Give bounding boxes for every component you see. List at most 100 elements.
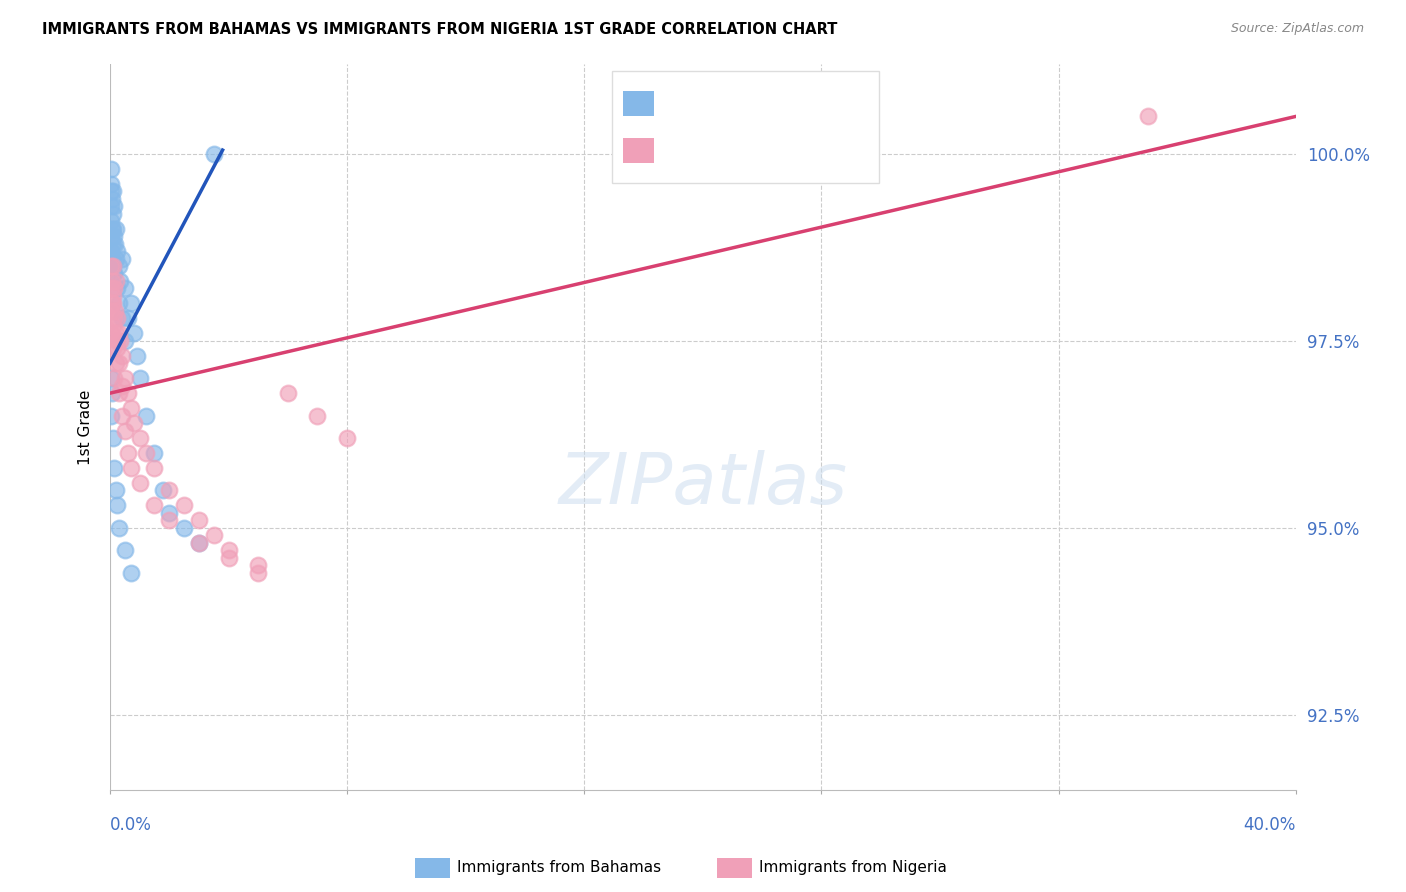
Point xyxy=(104,326,127,341)
Text: ZIPatlas: ZIPatlas xyxy=(558,450,848,519)
Point xyxy=(103,461,125,475)
Point xyxy=(111,252,134,266)
Point xyxy=(105,341,128,355)
Y-axis label: 1st Grade: 1st Grade xyxy=(79,389,93,465)
Point xyxy=(100,259,122,273)
Point xyxy=(101,221,124,235)
Point xyxy=(247,558,270,573)
Point xyxy=(101,274,124,288)
Point xyxy=(111,349,134,363)
Point xyxy=(111,409,134,423)
Point xyxy=(100,281,122,295)
Point xyxy=(108,386,131,401)
Point xyxy=(122,326,145,341)
Point xyxy=(111,378,134,392)
Point xyxy=(108,521,131,535)
Point xyxy=(104,221,127,235)
Point xyxy=(101,184,124,198)
Point xyxy=(120,461,142,475)
Point xyxy=(173,499,195,513)
Point xyxy=(108,296,131,310)
Point xyxy=(103,371,125,385)
Text: Immigrants from Nigeria: Immigrants from Nigeria xyxy=(759,860,948,874)
Point xyxy=(128,371,150,385)
Point xyxy=(105,311,128,326)
Point xyxy=(103,318,125,333)
Point xyxy=(105,281,128,295)
Point xyxy=(101,236,124,251)
Text: IMMIGRANTS FROM BAHAMAS VS IMMIGRANTS FROM NIGERIA 1ST GRADE CORRELATION CHART: IMMIGRANTS FROM BAHAMAS VS IMMIGRANTS FR… xyxy=(42,22,838,37)
Point xyxy=(277,386,299,401)
Point xyxy=(202,528,225,542)
Point xyxy=(104,236,127,251)
Point xyxy=(100,161,122,176)
Point xyxy=(104,252,127,266)
Point xyxy=(100,326,122,341)
Point xyxy=(104,356,127,370)
Point xyxy=(134,409,156,423)
Point xyxy=(100,184,122,198)
Point xyxy=(100,244,122,258)
Point xyxy=(104,274,127,288)
Point xyxy=(100,229,122,244)
Text: Source: ZipAtlas.com: Source: ZipAtlas.com xyxy=(1230,22,1364,36)
Point xyxy=(101,431,124,445)
Point xyxy=(101,259,124,273)
Text: R = 0.409: R = 0.409 xyxy=(662,142,761,160)
Point xyxy=(114,281,136,295)
Point xyxy=(104,483,127,498)
Point xyxy=(134,446,156,460)
Point xyxy=(103,221,125,235)
Point xyxy=(100,199,122,213)
Point xyxy=(125,349,148,363)
Point xyxy=(143,446,166,460)
Point xyxy=(114,424,136,438)
Point xyxy=(157,513,180,527)
Text: N = 54: N = 54 xyxy=(783,142,851,160)
Point xyxy=(100,214,122,228)
Point xyxy=(187,513,209,527)
Point xyxy=(103,267,125,281)
Point xyxy=(110,274,132,288)
Point xyxy=(103,259,125,273)
Point xyxy=(111,311,134,326)
Point xyxy=(100,259,122,273)
Point xyxy=(122,416,145,430)
Point xyxy=(187,535,209,549)
Point xyxy=(101,386,124,401)
Point xyxy=(120,296,142,310)
Point xyxy=(202,146,225,161)
Point xyxy=(105,334,128,348)
Point xyxy=(114,371,136,385)
Point xyxy=(247,566,270,580)
Point xyxy=(108,356,131,370)
Point xyxy=(143,461,166,475)
Point xyxy=(101,296,124,310)
Point xyxy=(307,409,329,423)
Point xyxy=(173,521,195,535)
Point xyxy=(101,341,124,355)
Point xyxy=(157,506,180,520)
Point xyxy=(104,304,127,318)
Point xyxy=(110,334,132,348)
Point xyxy=(120,401,142,416)
Point xyxy=(117,311,139,326)
Point xyxy=(157,483,180,498)
Point xyxy=(117,386,139,401)
Point xyxy=(101,252,124,266)
Point xyxy=(117,446,139,460)
Point xyxy=(101,289,124,303)
Text: Immigrants from Bahamas: Immigrants from Bahamas xyxy=(457,860,661,874)
Point xyxy=(128,475,150,490)
Point xyxy=(120,566,142,580)
Point xyxy=(152,483,174,498)
Text: 0.0%: 0.0% xyxy=(110,816,152,834)
Point xyxy=(218,543,240,558)
Point xyxy=(103,199,125,213)
Point xyxy=(187,535,209,549)
Point xyxy=(336,431,359,445)
Point xyxy=(103,311,125,326)
Text: R = 0.335: R = 0.335 xyxy=(662,95,761,112)
Point xyxy=(1136,110,1159,124)
Point xyxy=(105,244,128,258)
